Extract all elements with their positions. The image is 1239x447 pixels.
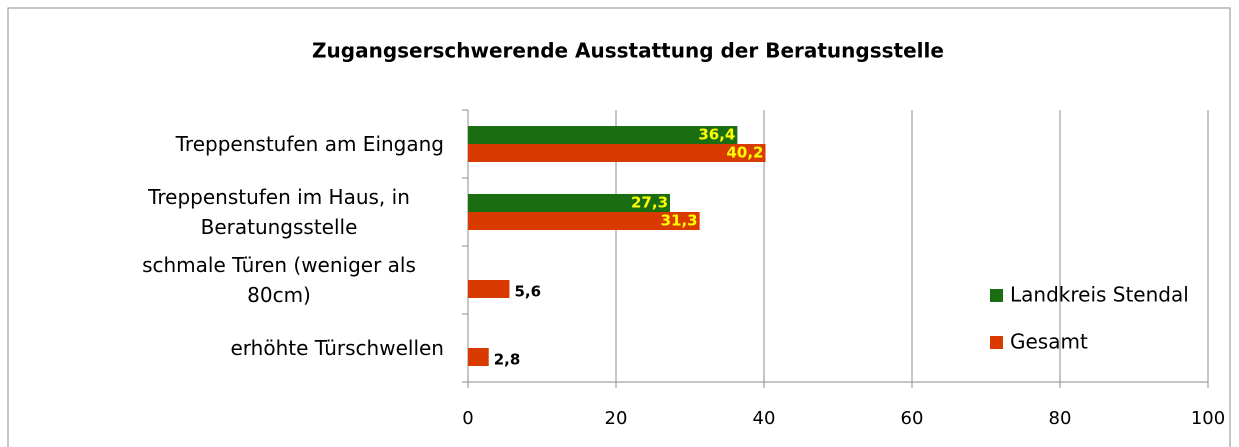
legend-label: Gesamt xyxy=(1010,330,1088,354)
value-label: 31,3 xyxy=(661,212,698,230)
value-label: 36,4 xyxy=(698,126,735,144)
bar xyxy=(468,212,700,230)
x-tick-label: 0 xyxy=(462,408,473,429)
legend-label: Landkreis Stendal xyxy=(1010,283,1189,307)
chart-title: Zugangserschwerende Ausstattung der Bera… xyxy=(312,39,944,63)
x-tick-label: 20 xyxy=(605,408,628,429)
y-tick-label: Treppenstufen im Haus, in Beratungsstell… xyxy=(148,185,410,239)
x-tick-label: 60 xyxy=(901,408,924,429)
bar xyxy=(468,144,766,162)
value-label: 2,8 xyxy=(494,351,521,369)
bar xyxy=(468,348,489,366)
x-tick-label: 40 xyxy=(753,408,776,429)
legend-swatch xyxy=(990,336,1003,349)
legend-swatch xyxy=(990,289,1003,302)
bar xyxy=(468,194,671,212)
y-tick-label-box: erhöhte Türschwellen xyxy=(114,333,445,363)
y-tick-label: erhöhte Türschwellen xyxy=(230,336,445,360)
value-label: 40,2 xyxy=(726,144,763,162)
bar xyxy=(468,126,738,144)
x-tick-label: 100 xyxy=(1191,408,1225,429)
y-tick-label: Treppenstufen am Eingang xyxy=(175,132,444,156)
value-label: 5,6 xyxy=(514,283,541,301)
y-tick-label-box: schmale Türen (weniger als 80cm) xyxy=(114,250,444,310)
x-tick-label: 80 xyxy=(1049,408,1072,429)
y-tick-label-box: Treppenstufen im Haus, in Beratungsstell… xyxy=(114,182,444,242)
bar xyxy=(468,280,510,298)
y-tick-label-box: Treppenstufen am Eingang xyxy=(114,129,444,159)
y-tick-label: schmale Türen (weniger als 80cm) xyxy=(142,253,416,307)
value-label: 27,3 xyxy=(631,194,668,212)
